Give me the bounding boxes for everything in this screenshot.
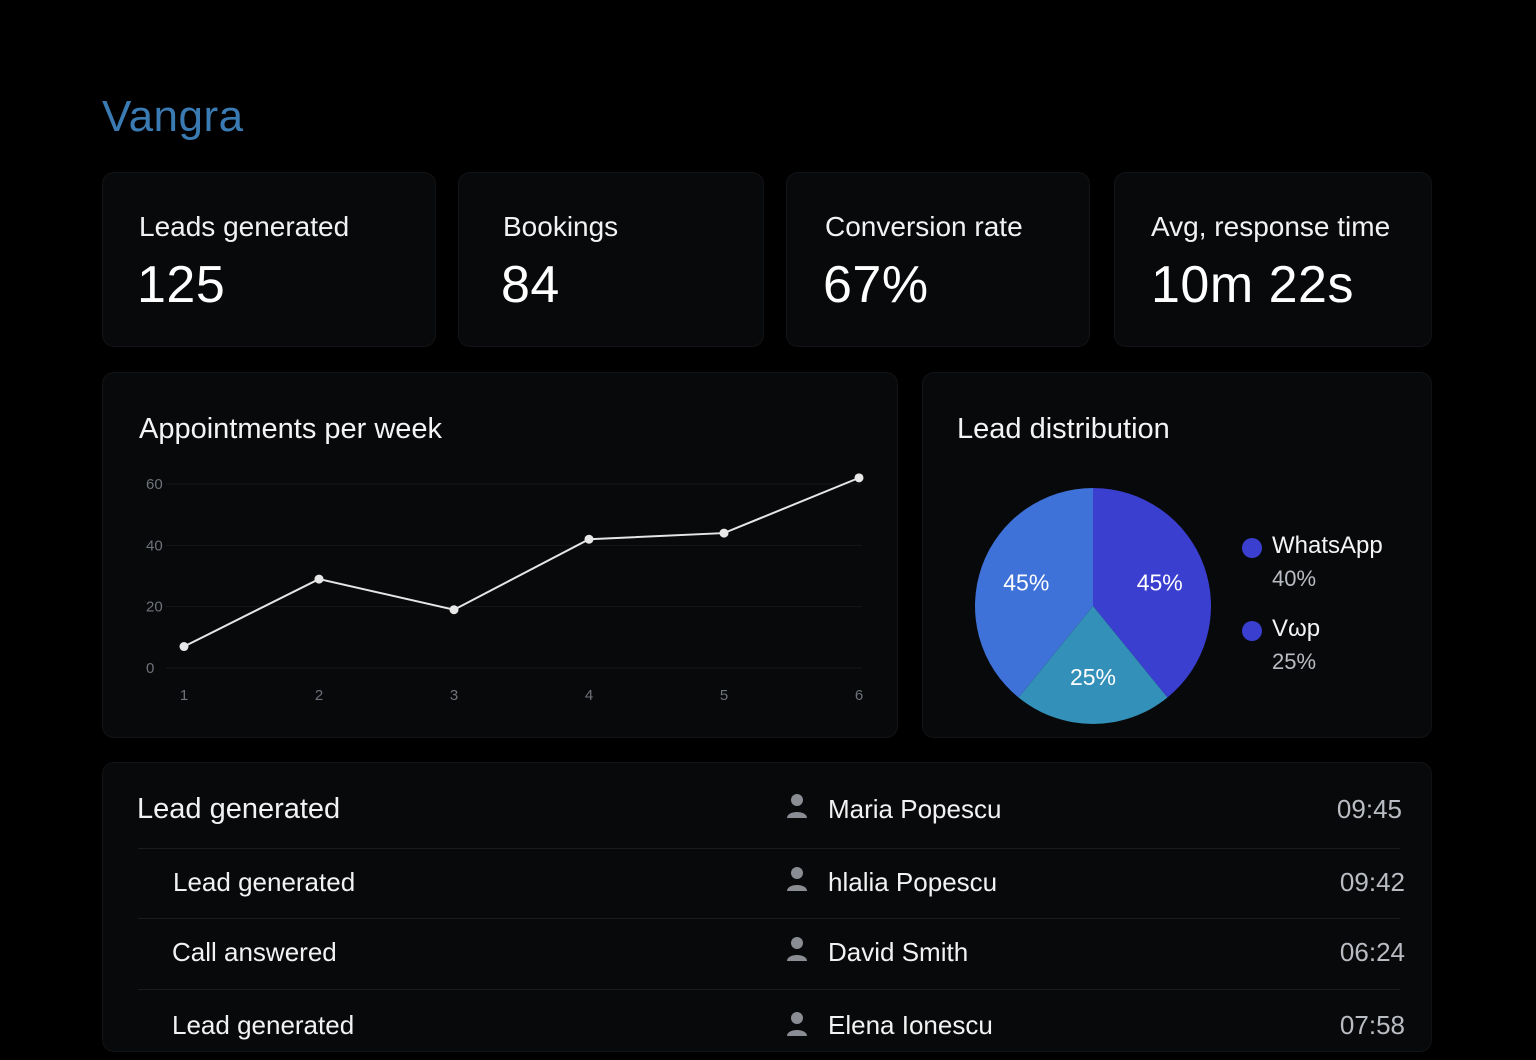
appointments-line-chart: 0 20 40 60 1 2 3 4 5 6 — [146, 473, 864, 704]
pie-slice-label: 45% — [1137, 569, 1183, 595]
lead-name: David Smith — [828, 937, 969, 967]
pie-slice — [1018, 606, 1168, 724]
distribution-title: Lead distribution — [957, 413, 1170, 445]
x-tick-label: 4 — [585, 687, 593, 704]
lead-name: Elena Ionescu — [828, 1010, 993, 1040]
kpi-card-response-time: Avg, response time 10m 22s — [1114, 172, 1432, 347]
legend-name: WhatsApp — [1272, 532, 1383, 559]
kpi-label: Conversion rate — [825, 211, 1023, 242]
row-divider — [138, 918, 1400, 919]
y-tick-label: 0 — [146, 660, 154, 677]
person-icon — [786, 1010, 808, 1043]
legend-percent: 25% — [1272, 649, 1317, 674]
kpi-card-leads: Leads generated 125 — [102, 172, 436, 347]
person-icon — [786, 935, 808, 968]
kpi-card-bookings: Bookings 84 — [458, 172, 764, 347]
row-divider — [138, 848, 1400, 849]
person-icon — [786, 865, 808, 898]
x-tick-label: 2 — [315, 687, 323, 704]
data-point — [179, 642, 189, 652]
kpi-label: Avg, response time — [1151, 211, 1391, 242]
legend-name: Vωp — [1272, 615, 1321, 642]
data-point — [449, 605, 459, 615]
pie-slice — [1093, 488, 1211, 698]
legend-dot — [1242, 621, 1262, 641]
series-line — [183, 476, 860, 648]
x-tick-label: 5 — [720, 687, 728, 704]
lead-name: Maria Popescu — [828, 794, 1002, 824]
kpi-card-conversion: Conversion rate 67% — [786, 172, 1090, 347]
legend-percent: 40% — [1272, 566, 1317, 591]
appointments-chart-card: Appointments per week — [102, 372, 898, 738]
kpi-label: Leads generated — [139, 211, 350, 242]
kpi-value: 10m 22s — [1151, 256, 1354, 314]
data-point — [584, 534, 594, 544]
lead-time: 09:42 — [1339, 867, 1405, 897]
row-divider — [138, 989, 1400, 990]
legend-dot — [1242, 538, 1262, 558]
lead-time: 07:58 — [1339, 1010, 1405, 1040]
x-tick-label: 6 — [855, 687, 863, 704]
data-point — [854, 473, 864, 483]
y-tick-label: 20 — [146, 599, 163, 616]
activity-row[interactable]: Lead generated hlalia Popescu 09:42 — [102, 849, 1432, 919]
activity-row[interactable]: Call answered David Smith 06:24 — [102, 919, 1432, 989]
x-tick-label: 3 — [450, 687, 458, 704]
pie-slice-label: 25% — [1070, 664, 1116, 690]
y-tick-label: 40 — [146, 537, 163, 554]
y-tick-label: 60 — [146, 476, 163, 493]
lead-time: 09:45 — [1336, 794, 1402, 824]
data-point — [719, 528, 729, 538]
data-point — [314, 574, 324, 584]
kpi-value: 125 — [137, 256, 226, 314]
activity-event: Lead generated — [172, 1010, 355, 1040]
activity-event: Call answered — [172, 937, 337, 967]
activity-event: Lead generated — [173, 867, 356, 897]
kpi-value: 84 — [501, 256, 560, 314]
lead-distribution-pie: 45% 25% 45% — [975, 488, 1211, 724]
lead-time: 06:24 — [1339, 937, 1405, 967]
pie-slice — [975, 488, 1093, 698]
pie-slice-label: 45% — [1003, 569, 1049, 595]
activity-title: Lead generated — [137, 793, 341, 825]
chart-title: Appointments per week — [139, 413, 443, 445]
lead-name: hlalia Popescu — [828, 867, 998, 897]
kpi-label: Bookings — [503, 211, 619, 242]
activity-header-row[interactable]: Lead generated Maria Popescu 09:45 — [102, 776, 1432, 846]
brand-logo: Vangra — [102, 92, 244, 141]
kpi-value: 67% — [823, 256, 929, 314]
x-tick-label: 1 — [180, 687, 188, 704]
person-icon — [786, 792, 808, 825]
activity-row[interactable]: Lead generated Elena Ionescu 07:58 — [102, 990, 1432, 1060]
